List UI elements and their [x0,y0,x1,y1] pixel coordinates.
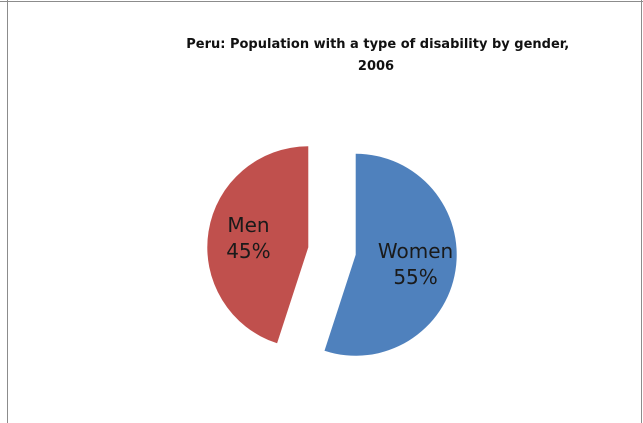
pie-slice-men [207,146,309,344]
pie-slices [207,146,457,356]
slice-label-women: Women [378,239,453,263]
chart-title: Peru: Population with a type of disabili… [186,37,574,74]
slice-value-men: 45% [226,239,270,263]
slice-label-men: Men [227,213,269,237]
pie-slice-women [324,153,457,356]
slice-value-women: 55% [393,265,437,289]
chart-title-line-2: 2006 [358,59,394,74]
chart-title-line-1: Peru: Population with a type of disabili… [186,37,569,52]
